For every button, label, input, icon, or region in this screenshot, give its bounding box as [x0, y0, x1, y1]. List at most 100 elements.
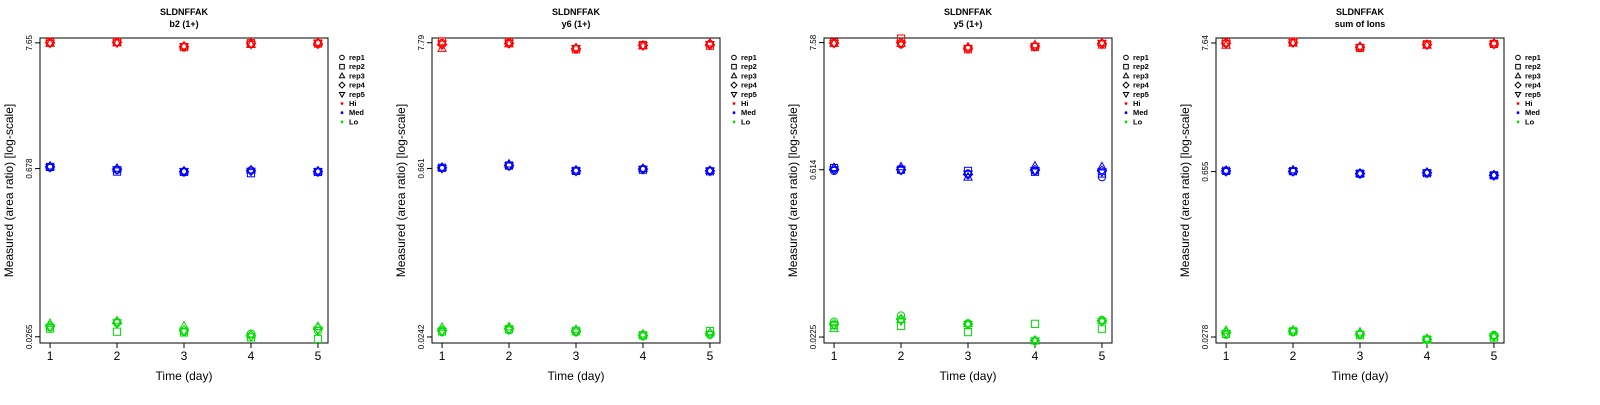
legend-label: Med [741, 108, 756, 117]
data-point [1096, 314, 1107, 324]
data-point [637, 162, 648, 172]
x-tick-label: 5 [1099, 349, 1106, 363]
legend-label: rep2 [741, 62, 757, 71]
data-point [1288, 37, 1299, 47]
x-tick-label: 4 [248, 349, 255, 363]
y-tick-label: 0.655 [1201, 161, 1210, 182]
legend-label: Lo [1133, 117, 1143, 126]
data-point [1221, 164, 1232, 174]
data-point [1489, 171, 1499, 180]
legend-marker [1123, 54, 1129, 61]
data-point [312, 326, 323, 336]
data-point [896, 40, 907, 50]
legend-label: Lo [1525, 117, 1535, 126]
chart-subtitle: y5 (1+) [954, 19, 983, 29]
series-med-rep5 [437, 162, 715, 177]
legend-marker [732, 111, 736, 115]
plot-frame [39, 37, 329, 344]
data-point [1421, 333, 1432, 342]
chart-subtitle: y6 (1+) [562, 19, 591, 29]
data-point [1288, 39, 1299, 49]
data-point [112, 319, 123, 329]
legend-marker [731, 54, 737, 61]
y-tick-label: 0.0242 [417, 324, 426, 349]
data-point [896, 166, 907, 176]
data-point [571, 166, 581, 175]
legend-marker [1124, 102, 1128, 105]
chart-panel-2: SLDNFFAK y6 (1+) 1 2 3 4 5 7.79 0.661 0.0242 Time … [394, 7, 758, 383]
series-med-rep3 [1221, 164, 1499, 179]
legend-marker [339, 63, 345, 70]
data-point [1221, 167, 1232, 177]
data-point [704, 327, 715, 337]
plot-frame [823, 37, 1113, 344]
series-med-rep5 [829, 166, 1107, 180]
series-lo-rep5 [1221, 328, 1499, 346]
y-tick-label: 0.678 [25, 158, 34, 179]
data-point [504, 326, 515, 336]
x-tick-label: 1 [831, 349, 838, 363]
legend-label: rep5 [1133, 90, 1149, 99]
legend-label: rep4 [349, 81, 366, 90]
x-tick-label: 2 [114, 349, 121, 363]
series-hi-rep5 [1221, 39, 1499, 53]
legend-label: rep2 [1133, 62, 1149, 71]
data-point [45, 39, 56, 49]
y-tick-label: 7.79 [417, 34, 426, 50]
series-med-rep3 [45, 160, 323, 175]
chart-title: SLDNFFAK [552, 7, 600, 17]
data-point [1096, 39, 1107, 49]
data-point [963, 318, 973, 328]
data-point [179, 327, 189, 337]
y-tick-label: 7.64 [1201, 35, 1210, 51]
data-point [704, 330, 715, 340]
x-axis-label: Time (day) [940, 369, 997, 383]
chart-title: SLDNFFAK [944, 7, 992, 17]
data-point [1096, 37, 1107, 47]
data-point [896, 161, 907, 171]
legend-label: Med [1133, 108, 1148, 117]
data-point [45, 318, 56, 327]
legend-label: rep1 [741, 53, 757, 62]
data-point [896, 37, 907, 47]
data-point [312, 39, 323, 49]
legend-label: rep3 [349, 71, 365, 80]
data-point [1488, 40, 1499, 50]
data-point [504, 39, 515, 49]
y-axis-label: Measured (area ratio) [log-scale] [394, 104, 408, 277]
data-point [896, 317, 907, 327]
y-tick-label: 0.0265 [25, 324, 34, 349]
chart-subtitle: sum of Ions [1335, 19, 1386, 29]
data-point [1355, 44, 1365, 53]
data-point [1488, 330, 1499, 340]
legend-marker [1122, 72, 1130, 79]
data-point [112, 162, 123, 172]
x-tick-label: 5 [315, 349, 322, 363]
data-point [1288, 328, 1299, 338]
x-axis-label: Time (day) [1332, 369, 1389, 383]
data-point [504, 162, 515, 172]
data-point [1355, 169, 1365, 178]
legend-marker [1516, 120, 1520, 124]
legend-marker [340, 111, 344, 115]
data-point [112, 39, 123, 49]
x-tick-label: 4 [1032, 349, 1039, 363]
series-hi-rep5 [45, 39, 323, 53]
legend-marker [338, 91, 346, 99]
data-point [829, 39, 840, 49]
legend-label: Hi [1525, 99, 1533, 108]
legend-label: rep5 [349, 90, 365, 99]
data-point [1221, 166, 1231, 175]
legend-label: Med [349, 108, 364, 117]
data-point [312, 168, 323, 178]
legend-marker [1123, 63, 1129, 70]
data-point [1221, 40, 1232, 50]
legend-marker [340, 120, 344, 124]
data-point [112, 327, 122, 336]
legend-marker [1124, 111, 1128, 115]
series-lo-rep2 [829, 319, 1107, 337]
data-point [112, 166, 123, 176]
